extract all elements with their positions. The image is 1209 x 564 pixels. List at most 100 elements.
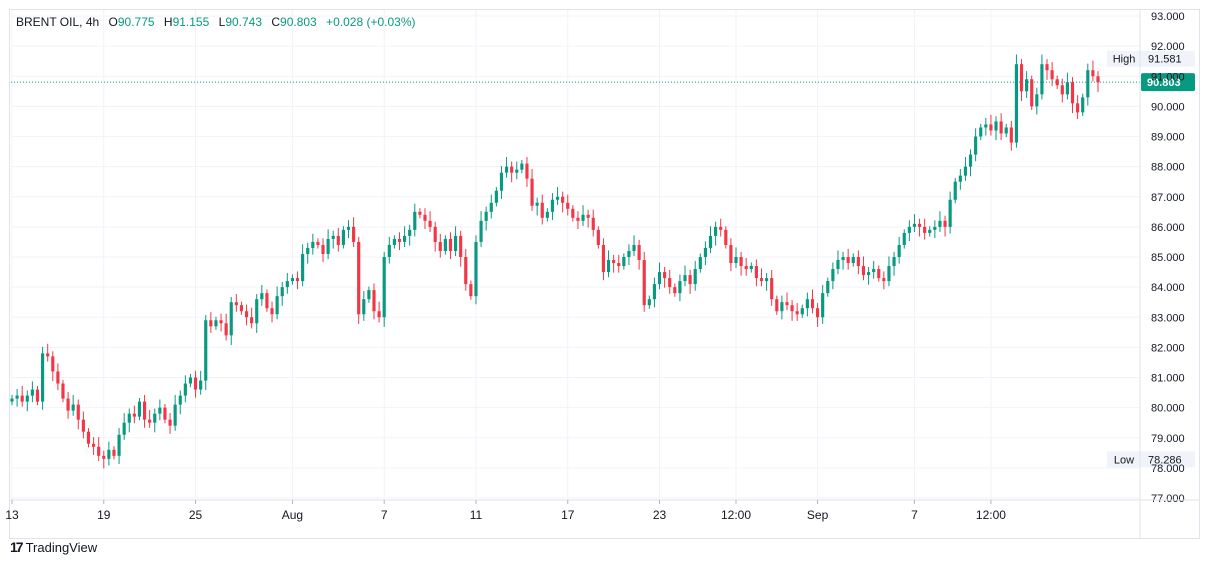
candle-body [581, 214, 585, 221]
y-tick-label: 90.000 [1151, 101, 1185, 113]
time-axis[interactable]: 13 19 25 Aug 7 11 17 23 12:00 Sep 7 12:00 [5, 499, 1199, 522]
candle-body [637, 244, 641, 261]
candle-body [734, 257, 738, 264]
candle-body [1060, 85, 1064, 95]
candle-body [974, 136, 978, 155]
candle-body [30, 389, 34, 396]
candle-body [137, 401, 142, 417]
candle-body [805, 299, 809, 309]
high-marker-value-bg [1141, 50, 1195, 67]
candle-body [377, 311, 381, 318]
candle-body [688, 275, 692, 285]
candle-body [295, 278, 300, 282]
candle-body [775, 299, 779, 312]
grid-lines [11, 10, 1140, 500]
candle-body [403, 235, 407, 242]
candle-body [464, 257, 468, 285]
candle-body [882, 278, 886, 282]
y-tick-label: 81.000 [1151, 373, 1185, 385]
candle-body [800, 308, 804, 315]
x-tick-label: 12:00 [976, 508, 1006, 522]
candle-body [428, 220, 432, 227]
candle-body [622, 257, 626, 267]
candle-body [306, 247, 310, 254]
candle-body [499, 172, 504, 191]
candle-body [938, 220, 942, 227]
candle-body [663, 272, 667, 279]
candle-body [387, 244, 391, 257]
candle-body [433, 226, 437, 242]
candle-body [357, 241, 361, 315]
candle-body [153, 413, 157, 423]
candle-body [158, 407, 162, 414]
candle-body [20, 395, 24, 402]
candle-body [887, 266, 891, 282]
x-tick-label: 19 [97, 508, 111, 522]
last-price-label: 90.803 [1147, 77, 1181, 89]
candle-body [790, 305, 794, 312]
candle-body [1076, 103, 1080, 113]
price-axis[interactable]: 77.000 78.000 79.000 80.000 81.000 82.000 83.0… [1139, 10, 1185, 538]
candle-body [907, 226, 911, 233]
candle-body [71, 404, 75, 411]
candle-body [765, 278, 769, 282]
close-value: 90.803 [280, 15, 317, 29]
candle-body [912, 223, 917, 227]
candle-body [525, 163, 529, 179]
candle-body [1025, 79, 1029, 92]
candle-body [596, 229, 600, 245]
candle-body [392, 238, 396, 245]
high-marker-label-bg [1107, 50, 1141, 67]
candle-body [714, 226, 718, 236]
x-tick-label: 7 [911, 508, 918, 522]
candle-body [326, 238, 330, 254]
candle-body [1070, 82, 1075, 104]
candle-body [214, 320, 218, 327]
candle-body [1045, 64, 1049, 71]
candle-body [836, 260, 840, 270]
candle-body [117, 434, 121, 456]
candle-body [826, 281, 830, 294]
candle-body [1014, 64, 1019, 143]
y-tick-label: 86.000 [1151, 222, 1185, 234]
change-percent: (+0.03%) [366, 15, 416, 29]
y-tick-label: 83.000 [1151, 312, 1185, 324]
open-value: 90.775 [117, 15, 155, 29]
candle-body [1035, 94, 1039, 107]
candle-body [1050, 70, 1054, 80]
candle-body [984, 124, 988, 128]
change-value: +0.028 [326, 15, 364, 29]
candle-body [703, 247, 707, 257]
candle-body [668, 278, 672, 288]
candle-body [148, 419, 152, 423]
candle-body [107, 449, 111, 459]
candle-body [617, 263, 621, 267]
candle-body [652, 284, 657, 300]
x-tick-label: 7 [381, 508, 388, 522]
x-tick-label: 23 [653, 508, 667, 522]
candle-body [958, 175, 962, 182]
candle-body [1019, 64, 1024, 92]
x-tick-label: 17 [561, 508, 575, 522]
candle-body [413, 211, 417, 230]
candle-body [183, 383, 187, 396]
low-value: 90.743 [225, 15, 263, 29]
candle-body [989, 124, 993, 131]
y-tick-label: 87.000 [1151, 192, 1185, 204]
candle-body [642, 260, 646, 306]
candle-body [290, 278, 295, 282]
candle-body [963, 166, 968, 176]
interval[interactable]: 4h [85, 15, 100, 29]
x-tick-label: 12:00 [721, 508, 751, 522]
candle-body [953, 181, 957, 200]
candle-body [815, 308, 820, 318]
y-tick-label: 79.000 [1151, 433, 1185, 445]
candle-body [234, 302, 238, 306]
tradingview-brand[interactable]: 17 TradingView [10, 538, 97, 556]
candle-body [443, 238, 447, 251]
candle-body [810, 299, 815, 309]
candle-body [657, 272, 662, 285]
candle-body [968, 154, 973, 167]
symbol-name[interactable]: BRENT OIL [16, 15, 80, 29]
